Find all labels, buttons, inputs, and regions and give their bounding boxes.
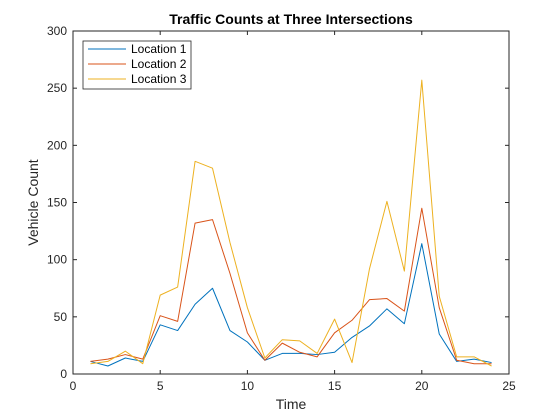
y-axis-label: Vehicle Count	[25, 159, 41, 246]
x-axis-label: Time	[276, 396, 307, 412]
x-tick-label: 20	[415, 379, 429, 393]
x-tick-label: 10	[241, 379, 255, 393]
chart-title: Traffic Counts at Three Intersections	[169, 11, 413, 27]
series-line-location-3	[90, 79, 492, 367]
y-tick-label: 50	[54, 310, 68, 324]
y-tick-label: 100	[47, 253, 67, 267]
x-tick-label: 5	[157, 379, 164, 393]
legend-label: Location 2	[131, 57, 187, 71]
y-tick-label: 200	[47, 138, 67, 152]
y-tick-label: 300	[47, 24, 67, 38]
y-tick-label: 250	[47, 81, 67, 95]
x-tick-label: 15	[328, 379, 342, 393]
series-line-location-1	[90, 243, 492, 367]
y-tick-label: 0	[60, 367, 67, 381]
x-tick-label: 25	[502, 379, 516, 393]
legend-label: Location 1	[131, 42, 187, 56]
x-tick-label: 0	[70, 379, 77, 393]
series-lines	[90, 79, 492, 367]
series-line-location-2	[90, 207, 492, 365]
y-tick-label: 150	[47, 196, 67, 210]
legend-label: Location 3	[131, 72, 187, 86]
